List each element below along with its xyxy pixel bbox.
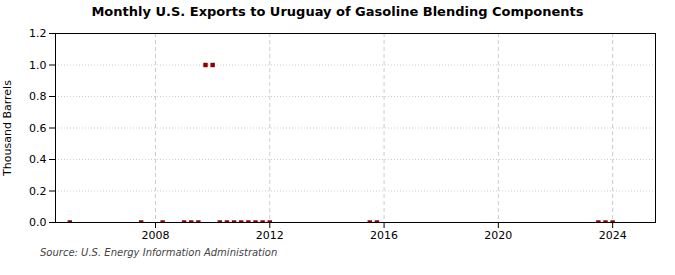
svg-text:2024: 2024	[599, 229, 627, 242]
svg-text:2016: 2016	[370, 229, 398, 242]
svg-text:2012: 2012	[256, 229, 284, 242]
svg-text:2008: 2008	[142, 229, 170, 242]
html-text:Monthly U.S. Exports to Urugua: Monthly U.S. Exports to Uruguay of Gasol…	[91, 4, 584, 19]
svg-text:Thousand Barrels: Thousand Barrels	[1, 80, 14, 177]
svg-text:0.2: 0.2	[29, 185, 47, 198]
svg-text:0.6: 0.6	[29, 122, 47, 135]
svg-text:1.0: 1.0	[29, 59, 47, 72]
svg-text:0.8: 0.8	[29, 90, 47, 103]
svg-text:0.4: 0.4	[29, 153, 47, 166]
html-text:Source: U.S. Energy Informatio: Source: U.S. Energy Information Administ…	[40, 247, 278, 258]
svg-text:0.0: 0.0	[29, 216, 47, 229]
svg-text:2020: 2020	[484, 229, 512, 242]
svg-text:1.2: 1.2	[29, 27, 47, 40]
